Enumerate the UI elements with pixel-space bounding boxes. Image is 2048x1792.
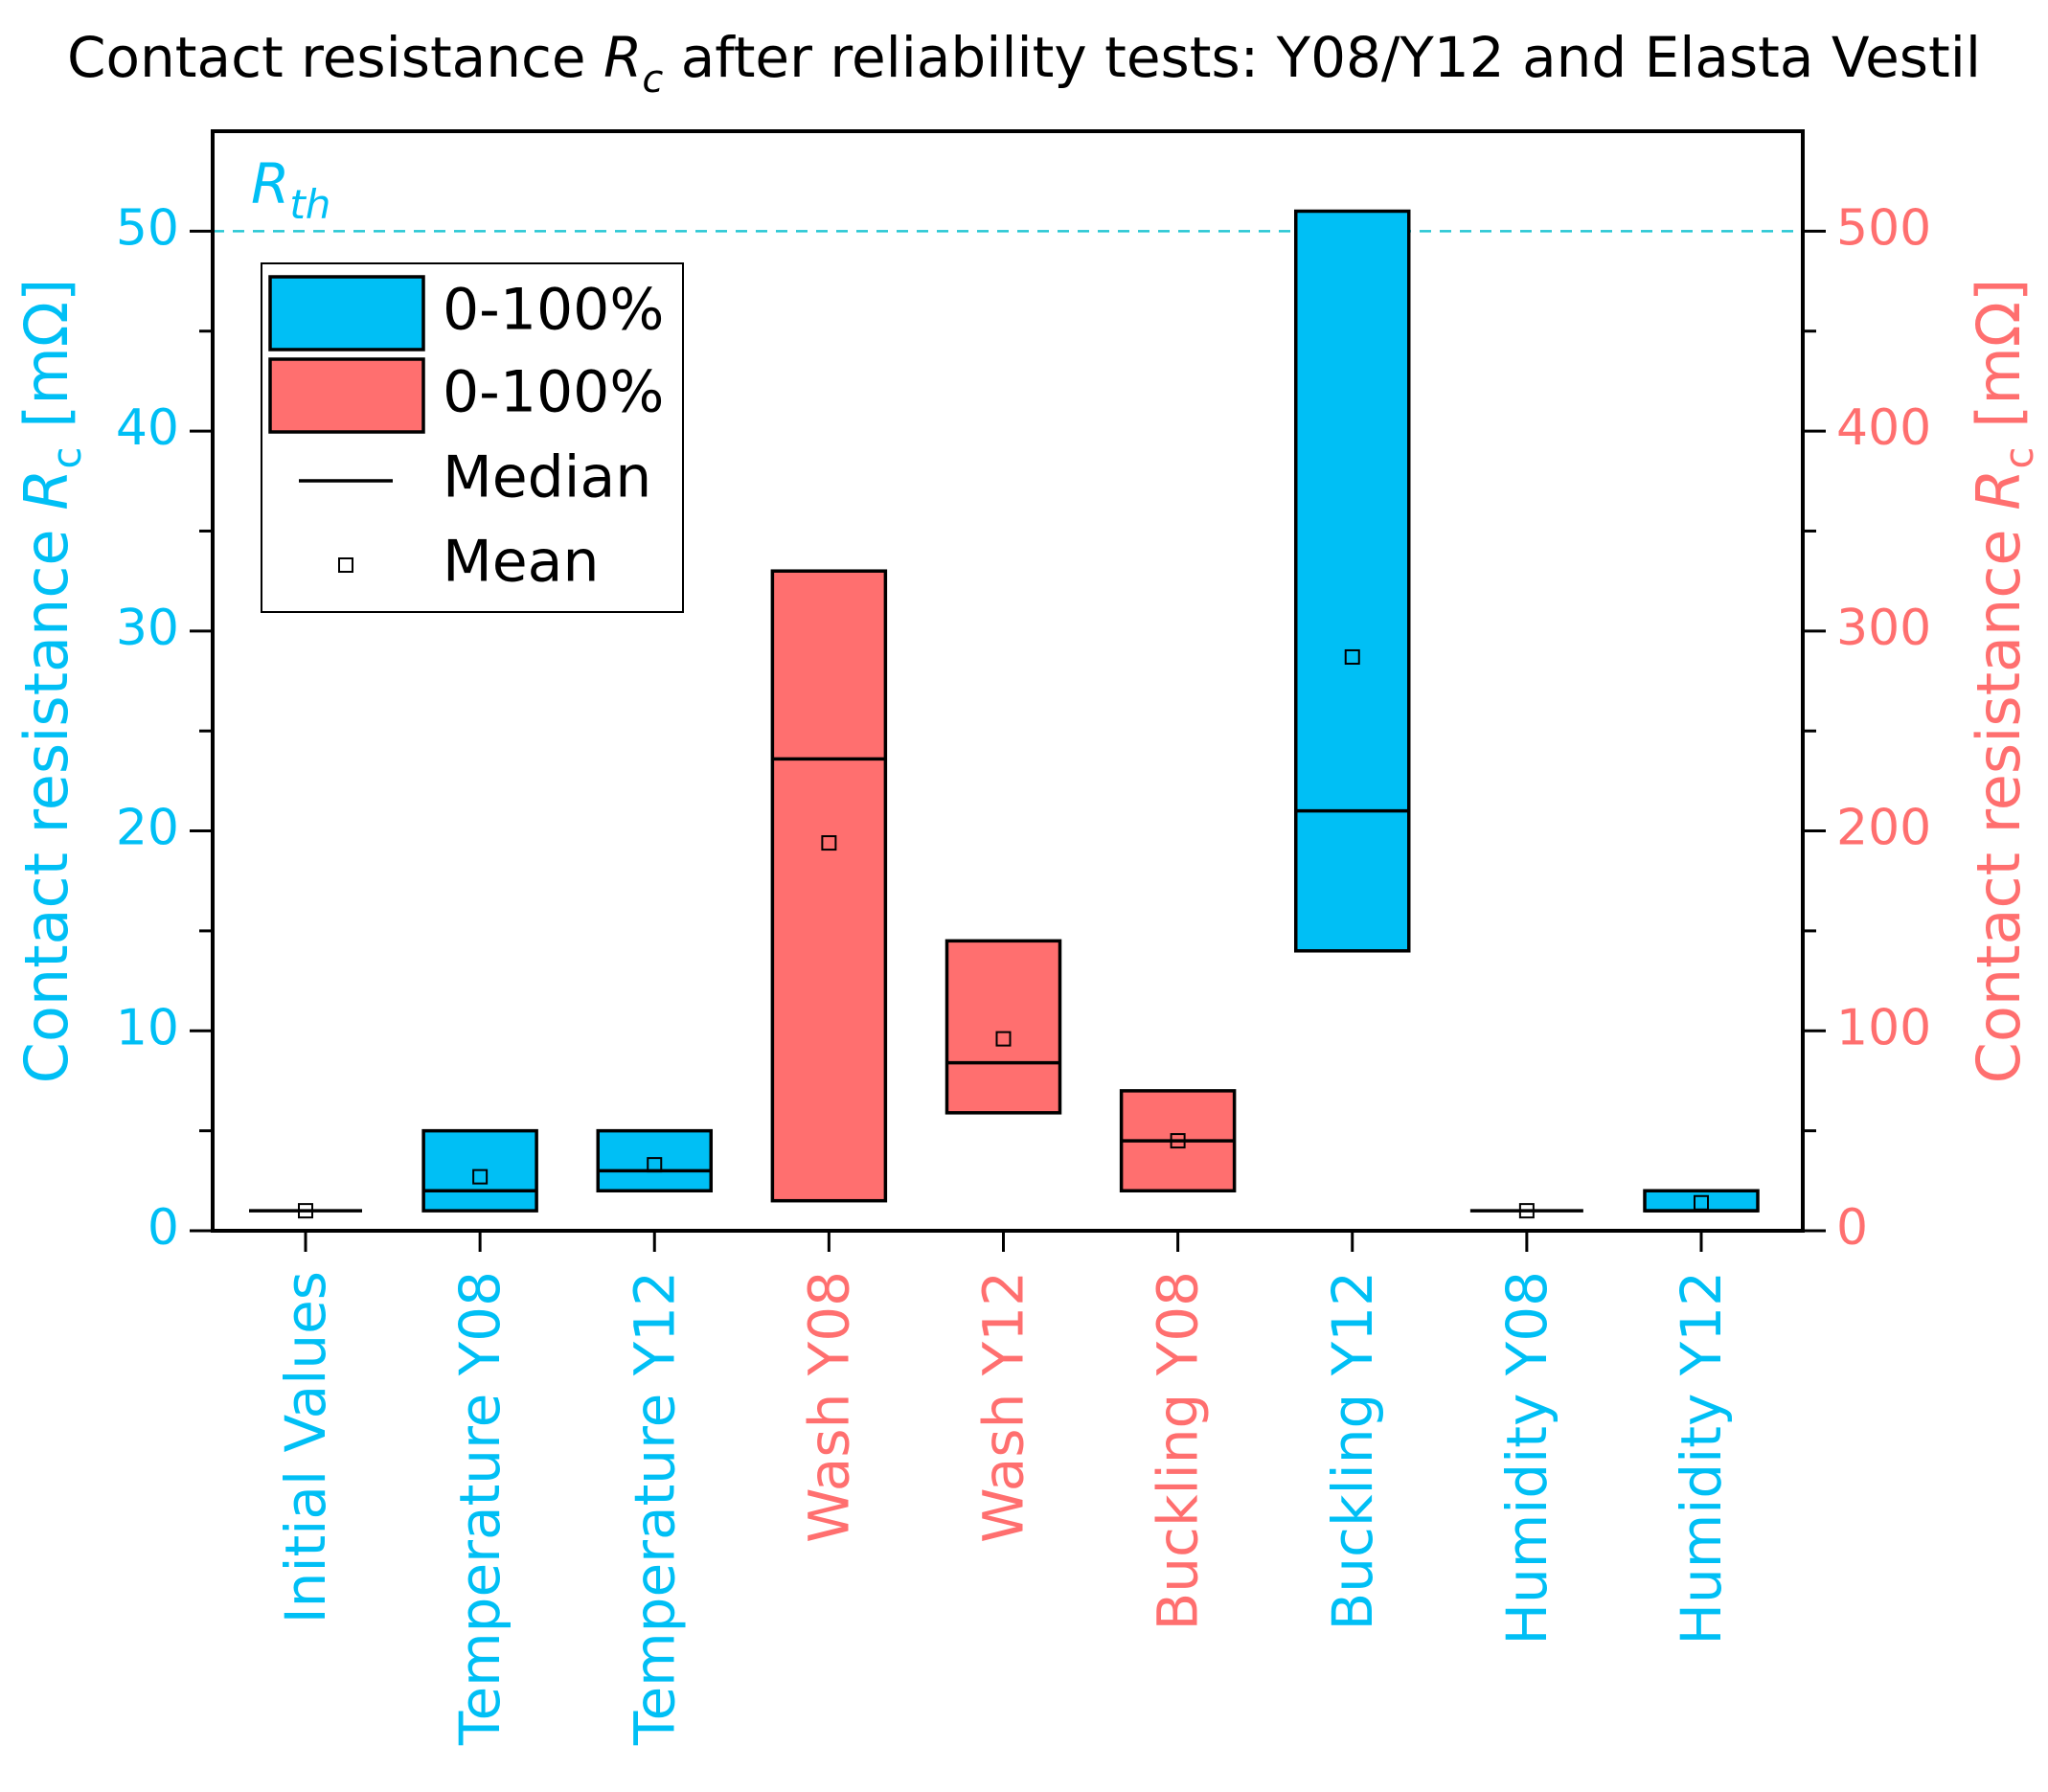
right-tick-label: 400	[1836, 399, 1931, 457]
mean-marker	[647, 1157, 663, 1173]
category-label: Humidity Y08	[1494, 1271, 1559, 1645]
box-rect	[596, 1128, 713, 1193]
right-tick-label: 300	[1836, 600, 1931, 657]
right-tick-label: 0	[1836, 1199, 1868, 1257]
left-tick-label: 50	[116, 199, 179, 257]
mean-marker	[472, 1168, 489, 1185]
left-axis-title: Contact resistance Rc [mΩ]	[11, 279, 90, 1084]
box-rect	[770, 569, 888, 1203]
box-layer	[249, 209, 1760, 1219]
right-axis-title: Contact resistance Rc [mΩ]	[1964, 279, 2042, 1084]
legend-swatch	[268, 357, 425, 434]
mean-marker	[1694, 1194, 1709, 1211]
legend: 0-100% 0-100% Median Mean	[261, 262, 684, 613]
category-label: Wash Y12	[971, 1271, 1036, 1543]
right-tick-label: 200	[1836, 800, 1931, 857]
left-tick-label: 40	[116, 399, 179, 457]
chart-title: Contact resistance Rc after reliability …	[67, 25, 1981, 102]
threshold-label-subscript: th	[289, 181, 330, 228]
right-axis: 0 100 200 300 400 500	[1803, 199, 1931, 1257]
left-tick-label: 20	[116, 800, 179, 857]
box-group	[1643, 1189, 1760, 1213]
legend-label: Mean	[443, 529, 599, 596]
category-label: Humidity Y12	[1669, 1271, 1734, 1645]
legend-swatch	[268, 275, 425, 352]
legend-label: 0-100%	[443, 359, 664, 426]
left-tick-label: 10	[116, 999, 179, 1056]
category-label: Wash Y08	[796, 1271, 861, 1543]
box-rect	[1294, 209, 1411, 953]
box-group	[1119, 1089, 1237, 1193]
mean-marker	[298, 1203, 313, 1219]
legend-mean-marker	[338, 557, 353, 573]
left-axis: 0 10 20 30 40 50	[116, 199, 213, 1257]
box-group	[249, 1203, 362, 1219]
mean-marker	[1170, 1133, 1186, 1149]
legend-label: Median	[443, 444, 651, 511]
box-group	[1469, 1203, 1583, 1219]
mean-marker	[821, 835, 837, 851]
box-group	[944, 939, 1062, 1115]
box-group	[770, 569, 888, 1203]
category-label: Temperature Y12	[622, 1271, 687, 1746]
category-label: Buckling Y12	[1320, 1271, 1385, 1631]
category-label: Temperature Y08	[447, 1271, 512, 1746]
right-tick-label: 100	[1836, 999, 1931, 1056]
threshold-label: Rth	[251, 151, 330, 228]
left-tick-label: 0	[148, 1199, 179, 1257]
bottom-axis: Initial Values Temperature Y08 Temperature…	[273, 1231, 1734, 1746]
threshold-label-symbol: R	[251, 151, 289, 216]
mean-marker	[1344, 648, 1360, 665]
mean-marker	[1518, 1203, 1535, 1219]
box-group	[1294, 209, 1411, 953]
box-group	[421, 1128, 538, 1213]
mean-marker	[995, 1031, 1012, 1047]
right-tick-label: 500	[1836, 199, 1931, 257]
legend-label: 0-100%	[443, 277, 664, 344]
threshold-layer: Rth	[213, 151, 1803, 233]
box-group	[596, 1128, 713, 1193]
box-rect	[944, 939, 1062, 1115]
category-label: Buckling Y08	[1146, 1271, 1211, 1631]
plot-frame	[211, 129, 1805, 1233]
left-tick-label: 30	[116, 600, 179, 657]
box-rect	[1643, 1189, 1760, 1213]
category-label: Initial Values	[273, 1271, 338, 1623]
